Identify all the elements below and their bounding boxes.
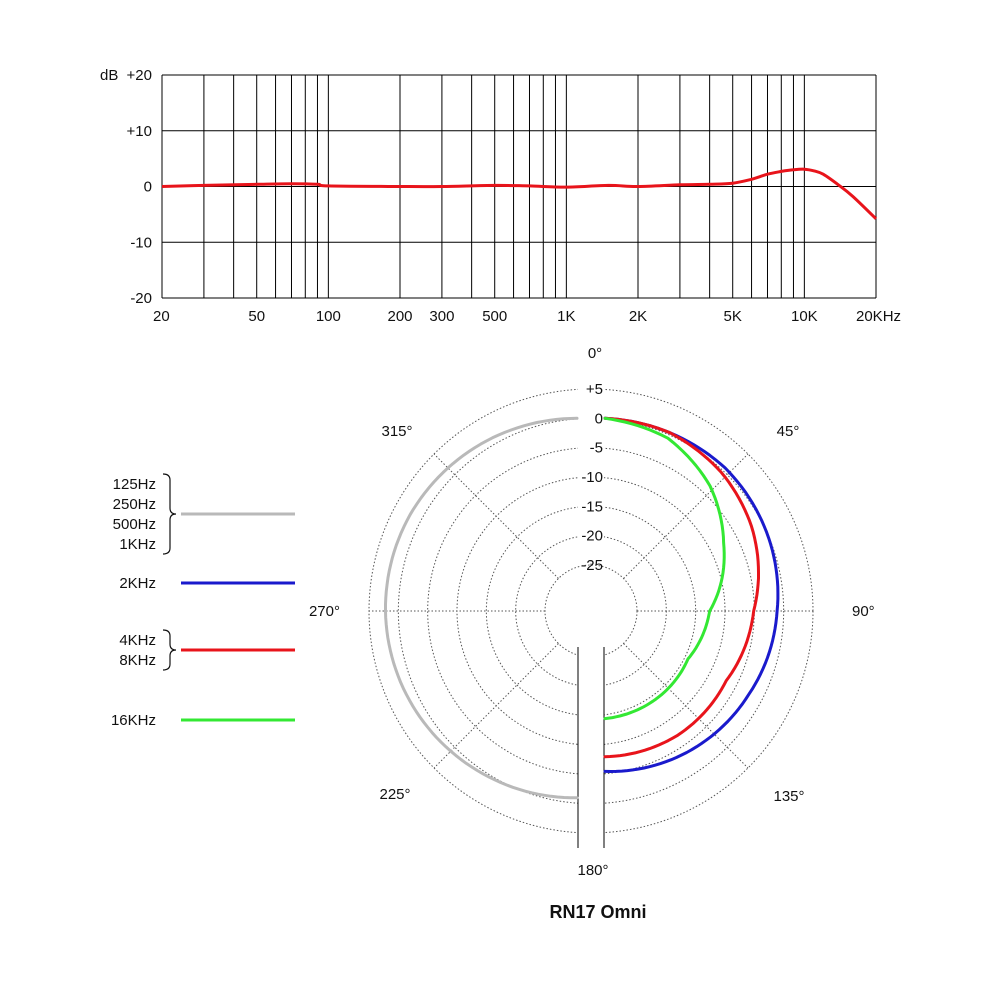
legend-label: 2KHz: [119, 575, 156, 592]
y-tick-label: -20: [130, 290, 152, 307]
polar-curve: [384, 416, 579, 800]
frequency-response-chart: +20 +10 0 -10 -20 dB 20 50 100 200 300 500 1K 2K 5K 10K…: [100, 67, 901, 325]
radial-tick-label: -25: [581, 557, 603, 574]
polar-legend: 125Hz 250Hz 500Hz 1KHz 2KHz 4KHz 8KHz 16KHz: [111, 473, 295, 729]
legend-label: 8KHz: [119, 652, 156, 669]
radial-tick-label: -5: [590, 440, 603, 457]
polar-curve: [603, 416, 760, 759]
x-tick-label: 500: [482, 308, 507, 325]
polar-spoke: [433, 453, 559, 579]
x-tick-label: 100: [316, 308, 341, 325]
angle-label: 90°: [852, 603, 875, 620]
x-tick-label: 20: [153, 308, 170, 325]
polar-spoke: [623, 643, 749, 769]
x-tick-label: 1K: [557, 308, 575, 325]
legend-label: 1KHz: [119, 536, 156, 553]
y-tick-label: +10: [127, 123, 152, 140]
radial-tick-label: +5: [586, 381, 603, 398]
axis-label-band: [578, 381, 604, 561]
legend-label: 16KHz: [111, 712, 156, 729]
legend-label: 4KHz: [119, 632, 156, 649]
response-curve: [161, 167, 878, 220]
x-tick-label: 10K: [791, 308, 818, 325]
angle-label: 0°: [588, 345, 602, 362]
angle-label: 225°: [379, 786, 410, 803]
polar-curve: [603, 416, 726, 721]
lower-axis-band: [578, 647, 604, 863]
radial-tick-label: 0: [595, 410, 603, 427]
y-tick-label: 0: [144, 179, 152, 196]
legend-brace: [162, 473, 177, 555]
radial-tick-label: -15: [581, 498, 603, 515]
polar-ring: [485, 505, 697, 717]
angle-label: 135°: [773, 788, 804, 805]
polar-chart-title: RN17 Omni: [549, 902, 646, 922]
radial-tick-label: -20: [581, 528, 603, 545]
x-tick-label: 50: [248, 308, 265, 325]
legend-label: 125Hz: [113, 476, 156, 493]
polar-spoke: [623, 453, 749, 579]
legend-brace: [162, 629, 177, 671]
polar-pattern-chart: +5 0 -5 -10 -15 -20 -25 0° 45° 90° 135° 180° 225° 270…: [309, 345, 875, 879]
x-tick-label: 20KHz: [856, 308, 901, 325]
x-tick-label: 2K: [629, 308, 647, 325]
legend-label: 500Hz: [113, 516, 156, 533]
angle-label: 270°: [309, 603, 340, 620]
polar-spoke: [433, 643, 559, 769]
angle-label: 315°: [381, 423, 412, 440]
x-tick-label: 5K: [724, 308, 742, 325]
polar-ring: [544, 564, 638, 658]
polar-curve: [603, 416, 780, 773]
legend-label: 250Hz: [113, 496, 156, 513]
angle-label: 180°: [577, 862, 608, 879]
y-tick-label: +20: [127, 67, 152, 84]
y-tick-label: -10: [130, 234, 152, 251]
x-tick-label: 200: [387, 308, 412, 325]
y-axis-label: dB: [100, 67, 118, 84]
angle-label: 45°: [777, 423, 800, 440]
x-tick-label: 300: [429, 308, 454, 325]
radial-tick-label: -10: [581, 469, 603, 486]
